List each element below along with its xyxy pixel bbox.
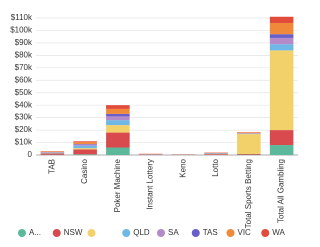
y-tick-label: $10k: [15, 138, 33, 147]
y-tick-label: $90k: [15, 38, 33, 47]
legend-marker: [191, 229, 200, 237]
legend-label: VIC: [238, 228, 252, 237]
y-tick-label: $60k: [15, 75, 33, 84]
bar-segment: [269, 145, 294, 155]
bar-segment: [269, 16, 294, 23]
bar-segment: [106, 116, 130, 121]
x-tick-label: TAB: [47, 159, 56, 174]
bar-segment: [269, 22, 294, 35]
legend-label: WA: [272, 228, 285, 237]
bar-segment: [73, 154, 97, 155]
bar-segment: [237, 132, 261, 134]
legend-marker: [122, 229, 131, 237]
bar-segment: [40, 153, 65, 155]
legend-marker: [52, 229, 61, 237]
bar-segment: [40, 152, 65, 154]
bar-segment: [204, 154, 228, 155]
x-tick-label: Poker Machine: [113, 158, 122, 212]
y-tick-label: $50k: [15, 88, 33, 97]
bar-segment: [106, 125, 130, 133]
bar-segment: [269, 50, 294, 131]
legend-marker: [87, 229, 96, 237]
legend-marker: [18, 229, 26, 237]
x-tick-label: Total All Gambling: [277, 159, 286, 223]
y-tick-label: 0: [28, 150, 33, 159]
bar-segment: [73, 145, 97, 149]
y-tick-label: $70k: [15, 63, 33, 72]
bar-segment: [73, 142, 97, 145]
legend-label: TAS: [203, 228, 218, 237]
bar-segment: [106, 105, 130, 109]
x-tick-label: Casino: [80, 158, 89, 183]
x-tick-label: Total Sports Betting: [244, 159, 253, 228]
bar-segment: [106, 108, 130, 114]
bar-segment: [73, 141, 97, 143]
legend-label: QLD: [133, 228, 150, 237]
bar-segment: [269, 130, 294, 146]
bar-segment: [73, 148, 97, 150]
bar-segment: [237, 154, 261, 155]
y-tick-label: $110k: [11, 13, 33, 22]
bar-segment: [106, 147, 130, 155]
bar-segment: [106, 113, 130, 117]
bar-segment: [269, 34, 294, 38]
legend-marker: [226, 229, 235, 237]
legend-label: NSW: [64, 228, 83, 237]
legend-label: A...: [29, 228, 41, 237]
bar-segment: [40, 151, 65, 153]
legend-marker: [261, 229, 270, 237]
y-tick-label: $20k: [15, 125, 33, 134]
y-tick-label: $100k: [10, 26, 33, 35]
legend-label: SA: [168, 228, 179, 237]
bar-segment: [73, 149, 97, 155]
y-tick-label: $80k: [15, 50, 33, 59]
x-tick-label: Keno: [178, 158, 187, 177]
bar-segment: [269, 37, 294, 45]
bar-segment: [269, 44, 294, 51]
y-tick-label: $40k: [15, 100, 33, 109]
legend-marker: [157, 229, 165, 237]
bar-segment: [73, 144, 97, 146]
bar-segment: [106, 132, 130, 148]
y-tick-label: $30k: [15, 113, 33, 122]
x-tick-label: Instant Lottery: [146, 159, 155, 210]
bar-segment: [237, 134, 261, 155]
x-tick-label: Lotto: [211, 158, 220, 176]
chart: 0 $10k $20k $30k $40k $50k $60k $70k $80k $90k $10…: [10, 13, 298, 237]
bar-segment: [106, 120, 130, 126]
